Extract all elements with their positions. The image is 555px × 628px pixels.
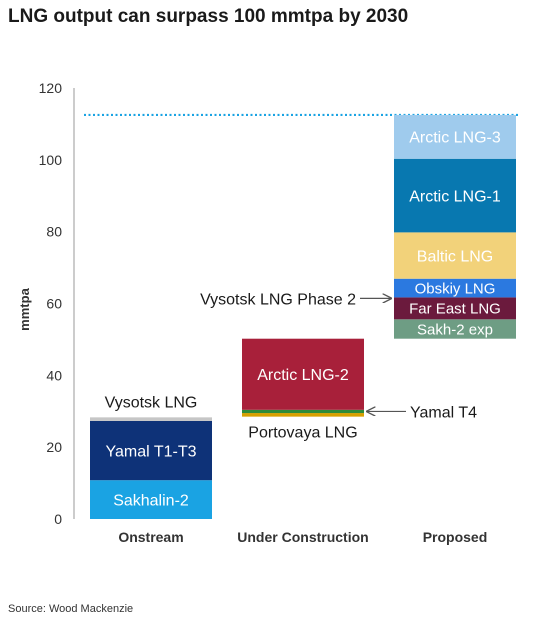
chart-title: LNG output can surpass 100 mmtpa by 2030 bbox=[8, 6, 409, 27]
x-category-under-construction: Under Construction bbox=[237, 529, 368, 545]
y-tick-label-100: 100 bbox=[39, 152, 63, 168]
bar-segment-yamal-t4 bbox=[242, 409, 364, 414]
source-note: Source: Wood Mackenzie bbox=[8, 603, 134, 615]
bar-segment-vysotsk-lng bbox=[90, 417, 212, 421]
annotation-vysotsk-lng: Vysotsk LNG bbox=[105, 394, 198, 411]
annotation-portovaya-lng: Portovaya LNG bbox=[248, 425, 357, 442]
segment-label-sakhalin-2: Sakhalin-2 bbox=[113, 492, 189, 509]
bar-segment-sakh-2-exp bbox=[394, 319, 516, 339]
bar-segment-obskiy-lng bbox=[394, 278, 516, 298]
annotation-yamal-t4: Yamal T4 bbox=[410, 404, 477, 421]
bar-segment-arctic-lng-1 bbox=[394, 158, 516, 233]
segment-label-arctic-lng-2: Arctic LNG-2 bbox=[257, 367, 349, 384]
y-axis-label: mmtpa bbox=[17, 287, 32, 330]
segment-label-arctic-lng-3: Arctic LNG-3 bbox=[409, 130, 501, 147]
y-tick-label-120: 120 bbox=[39, 80, 63, 96]
bar-segment-portovaya-lng bbox=[242, 413, 364, 417]
x-category-onstream: Onstream bbox=[118, 529, 183, 545]
segment-label-obskiy-lng: Obskiy LNG bbox=[415, 280, 496, 297]
segment-label-far-east-lng: Far East LNG bbox=[409, 301, 501, 318]
y-tick-label-0: 0 bbox=[54, 511, 62, 527]
y-tick-label-40: 40 bbox=[46, 367, 62, 383]
y-tick-label-60: 60 bbox=[46, 296, 62, 312]
bar-segment-yamal-t1-t3 bbox=[90, 420, 212, 481]
bar-segment-baltic-lng bbox=[394, 232, 516, 279]
bar-segment-arctic-lng-3 bbox=[394, 114, 516, 159]
y-tick-label-20: 20 bbox=[46, 439, 62, 455]
bar-segment-far-east-lng bbox=[394, 297, 516, 320]
bar-segment-sakhalin-2 bbox=[90, 480, 212, 519]
x-category-proposed: Proposed bbox=[423, 529, 488, 545]
bar-segment-arctic-lng-2 bbox=[242, 338, 364, 410]
segment-label-yamal-t1-t3: Yamal T1-T3 bbox=[106, 443, 197, 460]
segment-label-sakh-2-exp: Sakh-2 exp bbox=[417, 321, 493, 338]
segment-label-baltic-lng: Baltic LNG bbox=[417, 248, 493, 265]
annotation-vysotsk-lng-phase-2: Vysotsk LNG Phase 2 bbox=[200, 291, 356, 308]
segment-label-arctic-lng-1: Arctic LNG-1 bbox=[409, 188, 501, 205]
y-tick-label-80: 80 bbox=[46, 224, 62, 240]
